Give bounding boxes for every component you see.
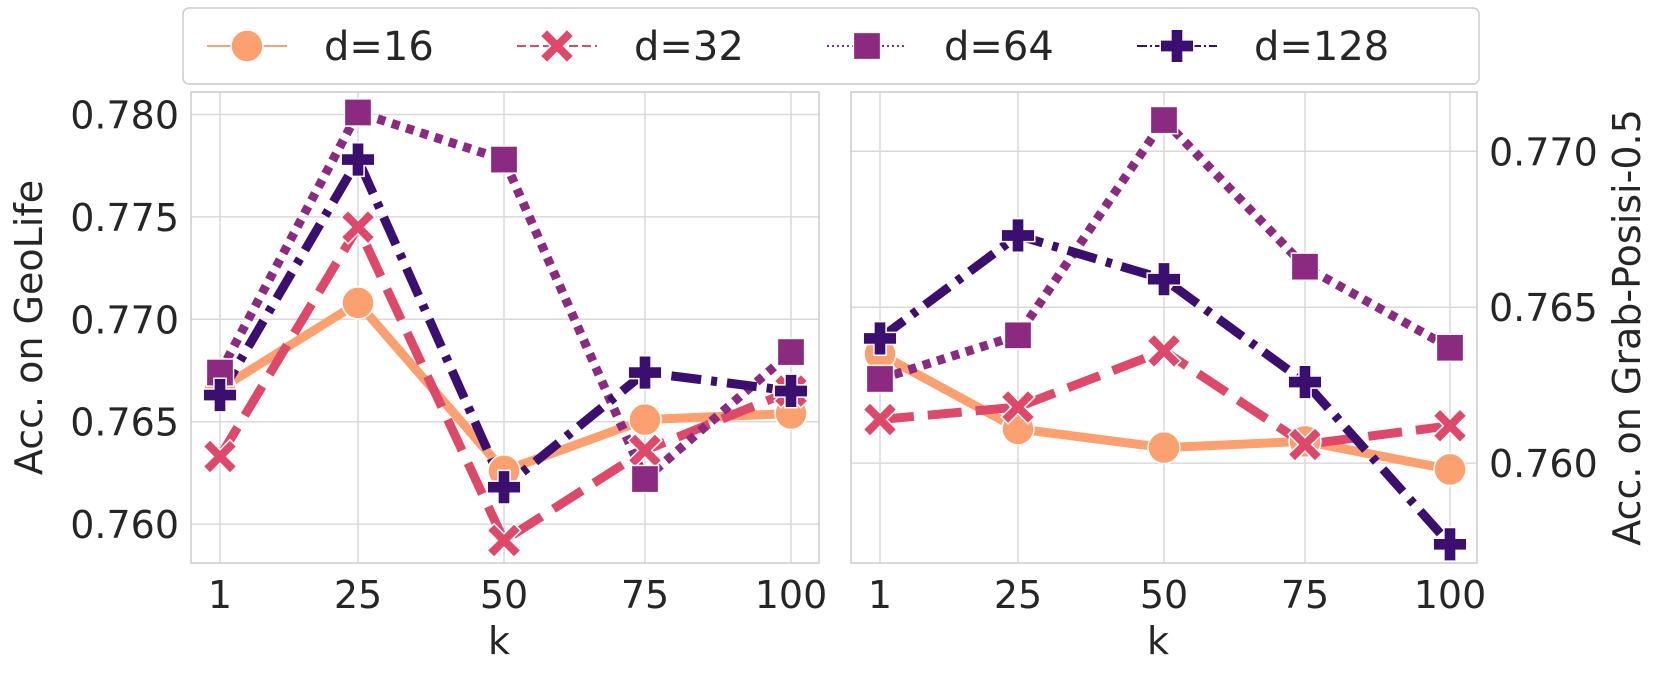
series-line-d64 [878, 115, 1453, 384]
data-point-d128 [627, 355, 663, 391]
data-point-d32 [1000, 389, 1036, 425]
x-tick-label: 1 [868, 573, 892, 617]
x-tick-label: 75 [1281, 573, 1329, 617]
y-axis-title: Acc. on Grab-Posisi-0.5 [1605, 109, 1649, 546]
x-tick-label: 100 [1414, 573, 1487, 617]
x-axis-title: k [488, 619, 510, 663]
x-tick-label: 100 [755, 573, 828, 617]
x-tick-label: 25 [334, 573, 382, 617]
legend-label: d=16 [324, 24, 434, 70]
legend-marker [230, 29, 264, 63]
legend-marker [852, 31, 882, 61]
y-axis-title: Acc. on GeoLife [7, 180, 51, 475]
data-point-d16 [1147, 430, 1181, 465]
data-point-d32 [340, 209, 376, 246]
data-point-d128 [1000, 217, 1036, 254]
grab-panel: 1 25 50 75 100 k 0.760 0.765 0.770 Acc. on Grab-P… [850, 91, 1649, 663]
data-point-d128 [1432, 526, 1468, 562]
y-tick-label: 0.765 [70, 401, 179, 445]
y-tick-label: 0.770 [1489, 130, 1598, 174]
series-line-d32 [216, 222, 793, 545]
data-point-d128 [1146, 261, 1182, 297]
data-point-d64 [1149, 105, 1179, 135]
series-line-d64 [216, 107, 794, 484]
data-point-d128 [202, 377, 238, 413]
legend: d=16 d=32 d=64 d=128 [182, 7, 1480, 85]
legend-frame [182, 7, 1480, 85]
legend-label: d=128 [1254, 24, 1389, 70]
x-tick-label: 25 [994, 573, 1042, 617]
data-point-d64 [630, 464, 660, 494]
data-point-d128 [340, 142, 376, 178]
data-point-d64 [1435, 333, 1465, 363]
legend-entry-d128: d=128 [1137, 24, 1389, 70]
legend-entry-d64: d=64 [827, 24, 1054, 70]
legend-entry-d32: d=32 [517, 24, 744, 70]
x-tick-label: 1 [208, 573, 232, 617]
data-point-d64 [865, 364, 895, 394]
legend-entry-d16: d=16 [207, 24, 434, 70]
data-point-d16 [1433, 452, 1467, 487]
data-point-d64 [489, 145, 519, 174]
legend-marker [539, 28, 575, 64]
data-point-d16 [628, 402, 662, 437]
y-tick-label: 0.760 [70, 503, 179, 547]
data-point-d128 [1287, 364, 1323, 400]
data-point-d32 [1287, 426, 1323, 463]
data-point-d128 [773, 373, 809, 409]
x-axis-title: k [1147, 619, 1169, 663]
data-point-d64 [1290, 252, 1320, 282]
legend-label: d=64 [944, 24, 1054, 70]
data-point-d32 [202, 438, 238, 475]
data-point-d64 [343, 98, 373, 127]
geolife-panel: 1 25 50 75 100 k 0.760 0.765 0.770 0.775 0.780 Acc.… [7, 91, 828, 663]
data-point-d32 [486, 522, 522, 559]
legend-label: d=32 [634, 24, 744, 70]
data-point-d16 [341, 286, 375, 320]
x-tick-label: 50 [1140, 573, 1188, 617]
legend-marker [1159, 28, 1195, 64]
data-point-d32 [1432, 407, 1468, 444]
plot-frame [190, 91, 820, 564]
plot-frame [850, 91, 1478, 564]
y-tick-label: 0.780 [70, 94, 179, 138]
y-tick-label: 0.770 [70, 298, 179, 342]
data-point-d128 [862, 320, 898, 356]
y-tick-label: 0.760 [1489, 442, 1598, 486]
data-point-d32 [862, 401, 898, 438]
data-point-d32 [1146, 333, 1182, 369]
data-point-d32 [627, 432, 663, 469]
data-point-d128 [486, 469, 522, 505]
x-tick-label: 75 [621, 573, 669, 617]
data-point-d64 [776, 337, 806, 367]
x-tick-label: 50 [480, 573, 528, 617]
y-tick-label: 0.775 [70, 196, 179, 240]
data-point-d64 [1003, 320, 1033, 350]
y-tick-label: 0.765 [1489, 286, 1598, 330]
